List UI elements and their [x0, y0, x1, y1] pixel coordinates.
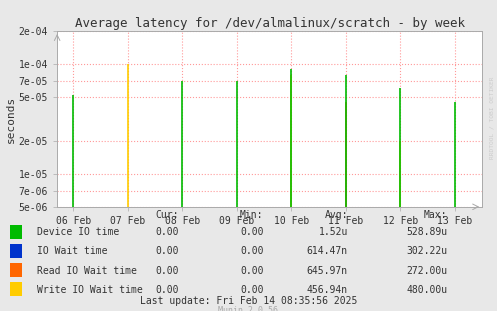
Text: 456.94n: 456.94n [307, 285, 348, 295]
Text: 645.97n: 645.97n [307, 266, 348, 276]
Text: Max:: Max: [424, 210, 447, 220]
Text: 528.89u: 528.89u [406, 227, 447, 237]
Text: 272.00u: 272.00u [406, 266, 447, 276]
Text: 0.00: 0.00 [156, 285, 179, 295]
Text: Munin 2.0.56: Munin 2.0.56 [219, 305, 278, 311]
Text: Cur:: Cur: [156, 210, 179, 220]
Text: 0.00: 0.00 [240, 285, 263, 295]
Text: 0.00: 0.00 [240, 227, 263, 237]
Text: 1.52u: 1.52u [319, 227, 348, 237]
Text: 0.00: 0.00 [156, 266, 179, 276]
Text: Read IO Wait time: Read IO Wait time [37, 266, 137, 276]
Text: RRDTOOL / TOBI OETIKER: RRDTOOL / TOBI OETIKER [490, 77, 495, 160]
Title: Average latency for /dev/almalinux/scratch - by week: Average latency for /dev/almalinux/scrat… [75, 17, 465, 30]
Text: Last update: Fri Feb 14 08:35:56 2025: Last update: Fri Feb 14 08:35:56 2025 [140, 296, 357, 306]
Text: Write IO Wait time: Write IO Wait time [37, 285, 143, 295]
Text: 0.00: 0.00 [240, 246, 263, 256]
Text: Device IO time: Device IO time [37, 227, 119, 237]
Text: 614.47n: 614.47n [307, 246, 348, 256]
Text: 0.00: 0.00 [240, 266, 263, 276]
Text: 0.00: 0.00 [156, 246, 179, 256]
Text: Min:: Min: [240, 210, 263, 220]
Text: IO Wait time: IO Wait time [37, 246, 108, 256]
Y-axis label: seconds: seconds [6, 95, 16, 142]
Text: Avg:: Avg: [325, 210, 348, 220]
Text: 480.00u: 480.00u [406, 285, 447, 295]
Text: 302.22u: 302.22u [406, 246, 447, 256]
Text: 0.00: 0.00 [156, 227, 179, 237]
